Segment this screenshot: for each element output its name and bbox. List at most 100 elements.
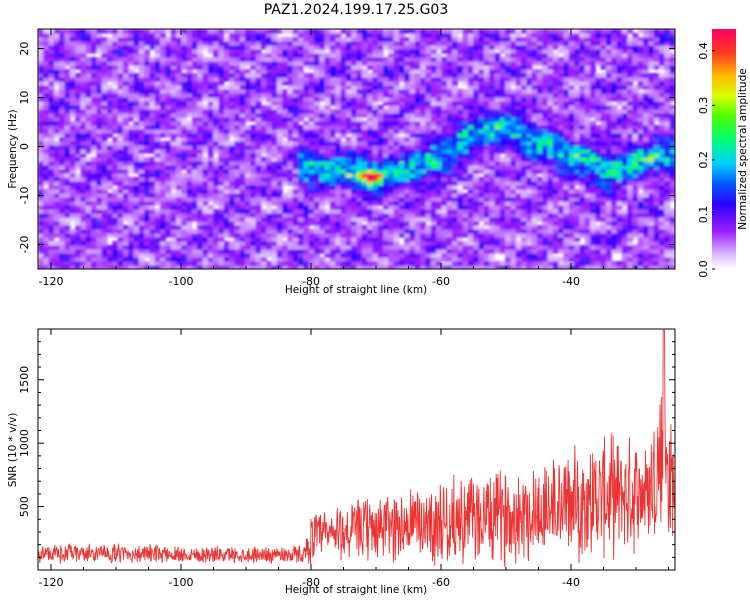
heatmap-cell [59,85,66,90]
heatmap-cell [165,45,172,50]
heatmap-cell [441,109,448,114]
heatmap-cell [96,113,103,118]
heatmap-cell [53,233,60,238]
heatmap-cell [356,245,363,250]
heatmap-cell [446,65,453,70]
heatmap-cell [122,73,129,78]
heatmap-cell [356,229,363,234]
heatmap-cell [367,125,374,130]
heatmap-cell [287,221,294,226]
heatmap-cell [149,117,156,122]
heatmap-cell [64,57,71,62]
heatmap-cell [186,61,193,66]
heatmap-cell [467,261,474,266]
heatmap-cell [176,69,182,74]
heatmap-cell [138,217,145,222]
heatmap-cell [64,81,71,86]
heatmap-cell [207,65,214,70]
heatmap-cell [266,149,273,154]
heatmap-cell [441,141,448,146]
heatmap-cell [154,97,161,102]
heatmap-cell [478,45,485,50]
heatmap-cell [388,181,395,186]
heatmap-cell [335,261,342,266]
heatmap-cell [367,105,374,110]
heatmap-cell [340,261,347,266]
heatmap-cell [351,217,358,222]
heatmap-cell [356,189,363,194]
heatmap-cell [383,137,389,142]
heatmap-cell [38,205,44,210]
heatmap-cell [245,97,251,102]
heatmap-cell [335,177,342,182]
heatmap-cell [48,169,55,174]
heatmap-cell [436,97,443,102]
heatmap-cell [473,33,480,38]
heatmap-cell [388,141,395,146]
heatmap-cell [250,205,257,210]
heatmap-cell [133,217,140,222]
heatmap-cell [308,161,315,166]
heatmap-cell [218,185,225,190]
heatmap-cell [250,105,257,110]
heatmap-cell [43,197,50,202]
heatmap-cell [144,97,151,102]
heatmap-cell [340,53,347,58]
heatmap-cell [462,149,469,154]
heatmap-cell [85,209,92,214]
heatmap-cell [276,45,283,50]
heatmap-cell [340,97,347,102]
heatmap-cell [160,121,166,126]
heatmap-cell [170,73,177,78]
heatmap-cell [276,249,283,254]
heatmap-cell [181,53,188,58]
heatmap-cell [462,161,469,166]
heatmap-cell [53,145,60,150]
heatmap-cell [303,53,310,58]
heatmap-cell [250,117,257,122]
heatmap-cell [229,221,236,226]
heatmap-cell [239,249,246,254]
heatmap-cell [377,153,384,158]
heatmap-cell [191,117,198,122]
heatmap-cell [398,145,405,150]
heatmap-cell [308,77,315,82]
heatmap-cell [186,113,193,118]
heatmap-cell [404,241,411,246]
heatmap-cell [345,77,352,82]
heatmap-cell [176,185,182,190]
heatmap-cell [361,225,368,230]
heatmap-cell [324,149,331,154]
heatmap-cell [276,201,283,206]
heatmap-cell [101,221,108,226]
heatmap-cell [75,185,82,190]
heatmap-cell [351,85,358,90]
heatmap-cell [218,245,225,250]
heatmap-cell [75,157,82,162]
heatmap-cell [404,233,411,238]
heatmap-cell [218,89,225,94]
heatmap-cell [202,209,209,214]
heatmap-cell [207,37,214,42]
heatmap-cell [245,33,251,38]
heatmap-cell [218,65,225,70]
heatmap-cell [298,113,305,118]
heatmap-cell [303,101,310,106]
heatmap-cell [176,133,182,138]
heatmap-cell [69,33,76,38]
heatmap-cell [361,241,368,246]
heatmap-cell [255,113,262,118]
heatmap-cell [48,45,55,50]
heatmap-cell [383,93,389,98]
heatmap-cell [282,65,289,70]
heatmap-cell [372,69,379,74]
heatmap-cell [69,29,76,34]
heatmap-cell [176,73,182,78]
heatmap-cell [207,73,214,78]
heatmap-cell [335,93,342,98]
heatmap-cell [53,221,60,226]
heatmap-cell [149,93,156,98]
heatmap-cell [324,209,331,214]
heatmap-cell [245,189,251,194]
heatmap-cell [59,177,66,182]
